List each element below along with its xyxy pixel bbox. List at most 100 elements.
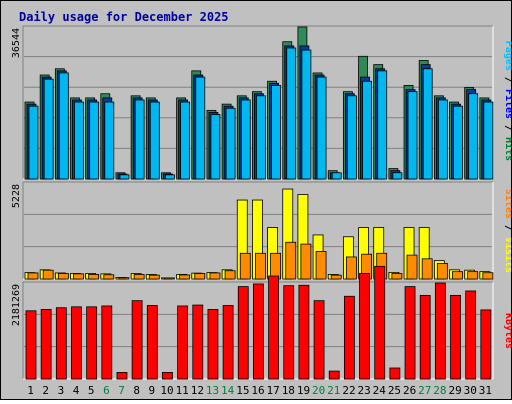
x-tick-label: 16 [251, 384, 264, 397]
bar-pages-day-29 [453, 105, 463, 180]
bar-sites-day-11 [179, 274, 191, 280]
x-tick-label: 1 [27, 384, 34, 397]
x-tick-label: 30 [464, 384, 477, 397]
bar-sites-day-12 [194, 273, 206, 280]
bar-kbytes-day-24 [374, 265, 386, 380]
bar-kbytes-day-7 [116, 371, 128, 380]
x-tick-label: 26 [403, 384, 416, 397]
x-tick-label: 18 [282, 384, 295, 397]
bar-sites-day-6 [103, 274, 115, 280]
bar-sites-day-7 [118, 277, 130, 280]
bar-pages-day-13 [210, 114, 221, 180]
x-tick-label: 24 [373, 384, 387, 397]
bar-kbytes-day-21 [328, 370, 340, 380]
legend-item-sites: Sites [503, 189, 511, 219]
x-tick-label: 14 [221, 384, 235, 397]
bar-kbytes-day-17 [268, 275, 279, 380]
panel-top-legend: Pages / Files / Hits [503, 41, 511, 161]
x-tick-label: 7 [118, 384, 125, 397]
bar-pages-day-1 [28, 105, 39, 180]
x-tick-label: 4 [73, 384, 80, 397]
bar-pages-day-18 [286, 47, 297, 180]
x-tick-label: 5 [88, 384, 95, 397]
bar-kbytes-day-14 [222, 305, 234, 380]
bar-pages-day-2 [43, 78, 54, 180]
x-tick-label: 10 [160, 384, 173, 397]
x-tick-label: 29 [448, 384, 461, 397]
bar-pages-day-21 [331, 172, 342, 180]
panel-top-max-label: 36544 [11, 28, 22, 58]
bar-sites-day-29 [452, 271, 463, 280]
bar-pages-day-8 [134, 99, 145, 180]
bar-kbytes-day-12 [192, 304, 204, 380]
bar-pages-day-19 [301, 49, 312, 180]
bar-pages-day-22 [346, 95, 357, 180]
bar-sites-day-31 [482, 272, 494, 280]
panel-mid-legend: Sites / Visits [503, 189, 511, 273]
bar-sites-day-15 [239, 252, 251, 280]
bar-kbytes-day-28 [434, 282, 446, 380]
x-tick-label: 2 [42, 384, 49, 397]
x-tick-label: 28 [433, 384, 446, 397]
bar-kbytes-day-13 [207, 309, 219, 380]
bar-sites-day-19 [300, 243, 312, 280]
chart-title: Daily usage for December 2025 [19, 10, 229, 24]
legend-item-hits: Hits [503, 137, 511, 161]
x-tick-label: 20 [312, 384, 325, 397]
bar-kbytes-day-18 [283, 285, 295, 380]
x-tick-label: 27 [418, 384, 431, 397]
bar-pages-day-24 [377, 70, 388, 180]
bar-pages-day-9 [149, 101, 160, 180]
bar-sites-day-8 [133, 274, 145, 280]
bar-pages-day-26 [407, 91, 418, 180]
bar-kbytes-day-31 [480, 309, 492, 380]
bar-pages-day-16 [256, 95, 266, 180]
bar-kbytes-day-11 [177, 305, 189, 380]
bar-kbytes-day-15 [237, 286, 249, 380]
bar-sites-day-1 [27, 272, 39, 280]
bar-kbytes-day-5 [86, 306, 98, 380]
bar-sites-day-10 [164, 277, 175, 280]
bar-kbytes-day-22 [343, 295, 355, 380]
bar-pages-day-17 [271, 85, 281, 180]
bar-sites-day-28 [436, 262, 448, 280]
bar-pages-day-31 [483, 101, 494, 180]
bar-sites-day-20 [315, 251, 327, 280]
bar-sites-day-17 [270, 252, 281, 280]
bar-pages-day-20 [316, 76, 327, 180]
bar-pages-day-28 [437, 99, 448, 180]
bar-pages-day-4 [74, 101, 84, 180]
bar-pages-day-7 [119, 174, 130, 180]
bar-sites-day-9 [148, 274, 160, 280]
bar-pages-day-23 [362, 80, 372, 180]
legend-item-kbytes: KBytes [503, 313, 511, 349]
bar-sites-day-30 [467, 271, 479, 280]
bar-kbytes-day-30 [465, 290, 477, 380]
legend-item-files: Files [503, 89, 511, 119]
x-tick-label: 11 [176, 384, 189, 397]
x-tick-label: 25 [388, 384, 401, 397]
bar-pages-day-14 [225, 107, 236, 180]
bar-pages-day-5 [89, 101, 100, 180]
x-tick-label: 3 [58, 384, 65, 397]
bar-sites-day-25 [391, 273, 403, 280]
bar-pages-day-27 [422, 68, 433, 180]
bar-pages-day-15 [240, 99, 251, 180]
bar-kbytes-day-9 [146, 305, 158, 380]
x-tick-label: 13 [206, 384, 219, 397]
x-tick-label: 15 [236, 384, 249, 397]
bar-kbytes-day-16 [253, 283, 264, 380]
bar-sites-day-14 [224, 270, 236, 280]
bar-sites-day-26 [406, 254, 418, 280]
bar-sites-day-27 [421, 258, 433, 280]
bar-sites-day-4 [73, 273, 84, 280]
x-tick-label: 23 [358, 384, 371, 397]
bar-kbytes-day-3 [55, 307, 67, 380]
panel-bot-legend: KBytes [503, 313, 511, 349]
bar-kbytes-day-1 [25, 310, 37, 380]
bar-pages-day-30 [468, 93, 479, 180]
x-tick-label: 17 [267, 384, 280, 397]
x-tick-label: 12 [191, 384, 204, 397]
x-tick-label: 21 [327, 384, 340, 397]
